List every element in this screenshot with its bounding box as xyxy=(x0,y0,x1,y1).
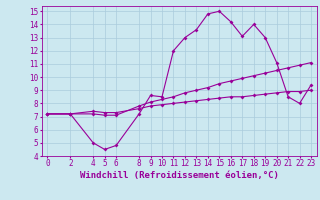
X-axis label: Windchill (Refroidissement éolien,°C): Windchill (Refroidissement éolien,°C) xyxy=(80,171,279,180)
